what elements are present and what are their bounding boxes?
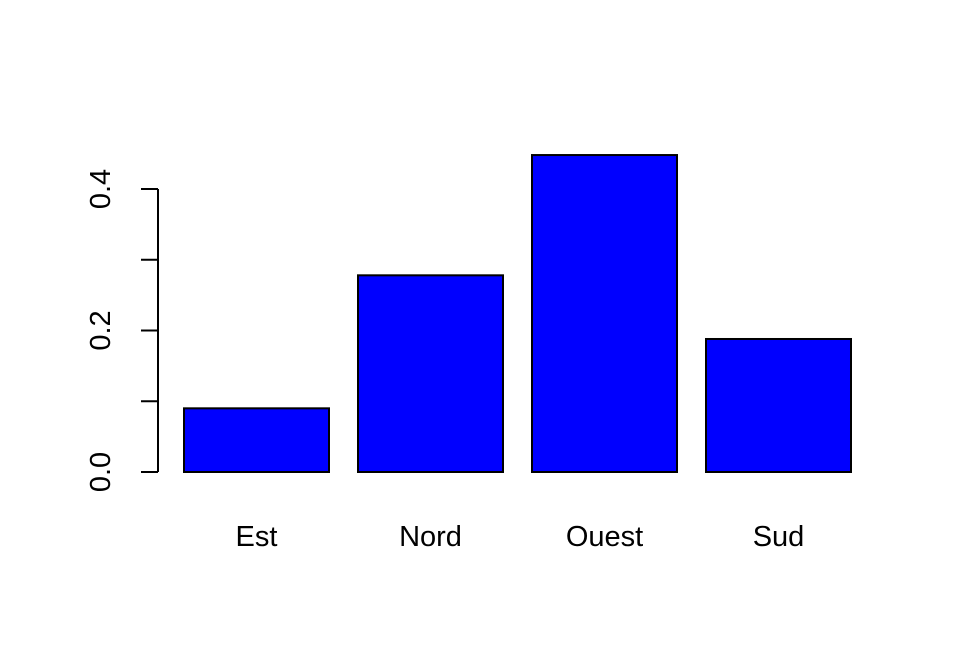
bar-ouest — [531, 154, 678, 473]
x-category-label: Est — [236, 521, 278, 553]
bar-est — [183, 407, 330, 474]
x-axis-labels: Est Nord Ouest Sud — [236, 521, 805, 553]
x-category-label: Nord — [399, 521, 462, 553]
x-category-label: Sud — [753, 521, 805, 553]
x-category-label: Ouest — [566, 521, 643, 553]
y-tick-label: 0.2 — [85, 310, 117, 350]
y-tick-label: 0.0 — [85, 452, 117, 492]
bar-nord — [357, 274, 504, 473]
y-tick-label: 0.4 — [85, 169, 117, 209]
y-axis: 0.0 0.2 0.4 — [85, 169, 159, 492]
bars — [183, 154, 852, 474]
bar-sud — [705, 337, 852, 473]
